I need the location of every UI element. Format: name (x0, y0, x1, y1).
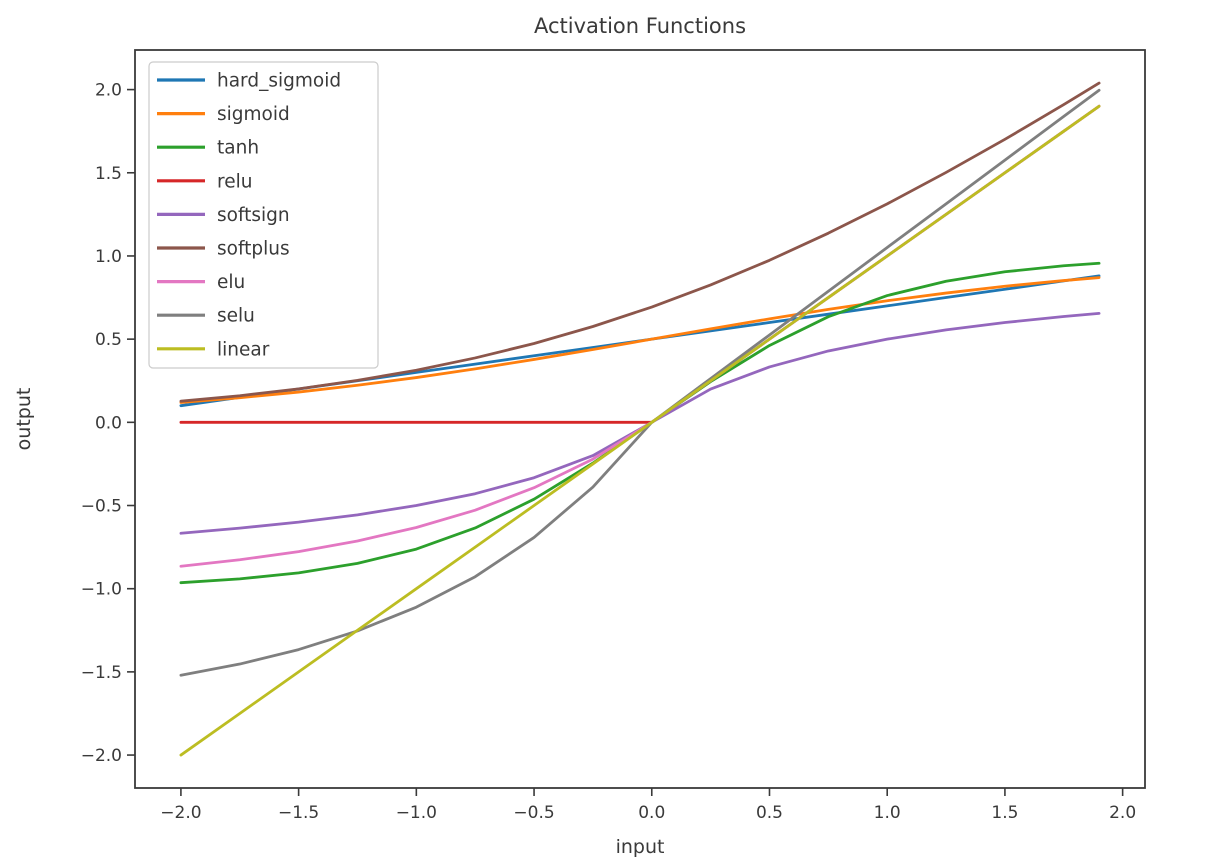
legend-label-softsign: softsign (217, 205, 290, 226)
legend-label-relu: relu (217, 171, 252, 192)
x-tick-label: 0.0 (638, 803, 665, 823)
x-tick-label: 1.0 (874, 803, 901, 823)
y-tick-label: 1.0 (95, 247, 122, 267)
y-axis-label: output (13, 388, 35, 451)
y-tick-label: −1.5 (81, 663, 122, 683)
legend-box (148, 61, 379, 369)
y-tick-label: −2.0 (81, 746, 122, 766)
x-tick-label: −1.0 (396, 803, 437, 823)
legend-label-hard_sigmoid: hard_sigmoid (217, 71, 341, 92)
legend-label-selu: selu (217, 306, 255, 327)
series-line-sigmoid (179, 276, 1101, 404)
series-line-linear (179, 104, 1101, 757)
y-tick-label: 0.0 (95, 413, 122, 433)
x-axis-label: input (616, 836, 665, 858)
x-tick-label: −2.0 (160, 803, 201, 823)
y-tick-label: 0.5 (95, 330, 122, 350)
legend-label-softplus: softplus (217, 239, 290, 260)
legend-label-linear: linear (217, 339, 270, 360)
y-tick-label: −0.5 (81, 497, 122, 517)
x-tick-label: 1.5 (991, 803, 1018, 823)
x-tick-label: 2.0 (1109, 803, 1136, 823)
legend-label-tanh: tanh (217, 138, 259, 159)
legend-label-sigmoid: sigmoid (217, 104, 290, 125)
y-tick-label: 2.0 (95, 81, 122, 101)
y-tick-label: −1.0 (81, 580, 122, 600)
series-line-softplus (179, 81, 1101, 403)
legend-label-elu: elu (217, 272, 245, 293)
axis-ticks: −2.0 −1.5 −1.0 −0.5 0.0 0.5 1.0 1.5 2.0 −2.0 −1.5 −… (81, 81, 1136, 823)
series-lines (179, 81, 1101, 757)
x-tick-label: −1.5 (278, 803, 319, 823)
axes-frame (134, 49, 1146, 789)
y-tick-label: 1.5 (95, 164, 122, 184)
x-tick-label: −0.5 (513, 803, 554, 823)
chart-title: Activation Functions (534, 14, 746, 38)
x-tick-label: 0.5 (756, 803, 783, 823)
